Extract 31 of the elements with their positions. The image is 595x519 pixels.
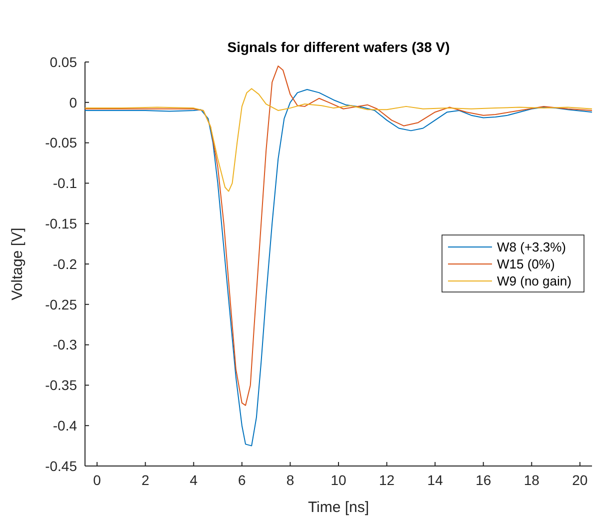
y-tick-label: -0.2 [52, 256, 78, 272]
y-tick-label: -0.15 [45, 216, 78, 232]
chart-title: Signals for different wafers (38 V) [227, 39, 450, 55]
x-tick-label: 20 [572, 472, 588, 488]
y-tick-label: -0.4 [52, 418, 78, 434]
x-tick-label: 14 [427, 472, 444, 488]
x-tick-label: 18 [524, 472, 540, 488]
line-series [84, 88, 592, 192]
y-tick-label: -0.3 [52, 336, 78, 353]
y-tick-label: -0.05 [45, 134, 78, 151]
y-tick-label: -0.1 [52, 175, 78, 192]
x-tick-label: 0 [93, 472, 102, 488]
x-tick-label: 4 [190, 472, 198, 488]
legend-label: W9 (no gain) [497, 274, 572, 289]
legend-label: W15 (0%) [497, 256, 555, 272]
y-tick-label: 0.05 [50, 54, 78, 70]
y-tick-label: -0.35 [45, 377, 78, 394]
legend-label: W8 (+3.3%) [497, 240, 566, 255]
y-tick-label: 0 [69, 94, 78, 110]
line-series [84, 88, 592, 446]
x-tick-label: 2 [141, 472, 150, 488]
y-tick-label: -0.25 [45, 296, 78, 312]
x-tick-label: 10 [330, 472, 346, 488]
x-axis-title: Time [ns] [308, 499, 370, 516]
x-tick-label: 16 [476, 472, 492, 488]
line-series [84, 66, 592, 406]
x-tick-label: 8 [286, 472, 294, 488]
y-axis-title: Voltage [V] [9, 228, 26, 300]
x-tick-label: 6 [238, 472, 246, 488]
y-tick-label: -0.45 [45, 458, 78, 474]
x-tick-label: 12 [378, 472, 395, 488]
